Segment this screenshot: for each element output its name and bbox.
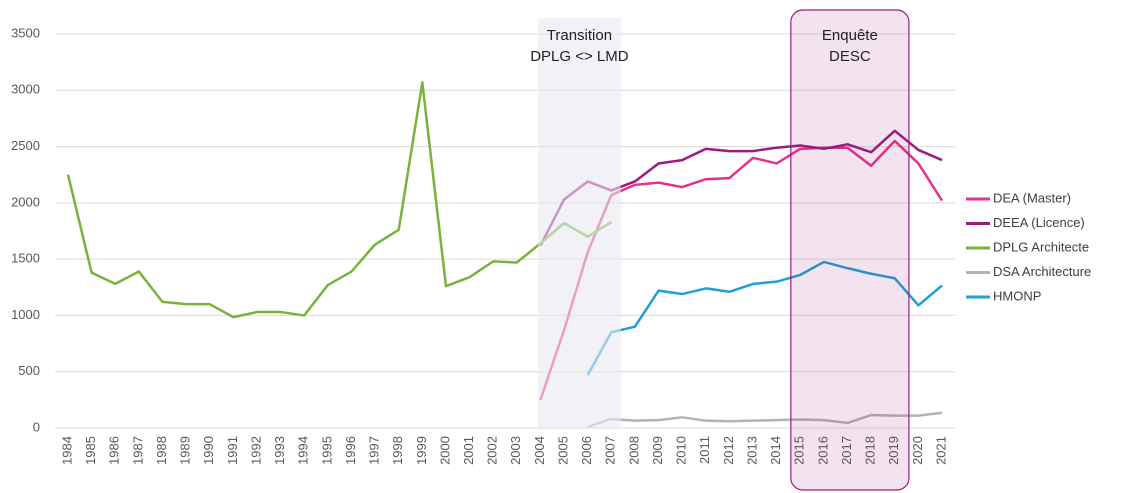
x-tick-label: 2003	[508, 436, 523, 465]
annotation: Enquête DESC	[790, 9, 910, 491]
y-tick-label: 3000	[11, 82, 40, 97]
x-tick-label: 2010	[674, 436, 689, 465]
x-tick-label: 1994	[296, 436, 311, 465]
x-tick-label: 1985	[83, 436, 98, 465]
y-tick-label: 2000	[11, 194, 40, 209]
x-tick-label: 1996	[343, 436, 358, 465]
x-tick-label: 2001	[461, 436, 476, 465]
x-tick-label: 1990	[201, 436, 216, 465]
y-tick-label: 3500	[11, 25, 40, 40]
x-tick-label: 2005	[555, 436, 570, 465]
annotation-band	[538, 18, 621, 428]
x-tick-label: 1984	[59, 436, 74, 465]
x-tick-label: 1993	[272, 436, 287, 465]
annotation-text: Transition	[547, 27, 612, 44]
x-tick-label: 2007	[603, 436, 618, 465]
x-tick-label: 2006	[579, 436, 594, 465]
legend-label: DSA Architecture	[993, 264, 1091, 279]
x-tick-label: 2011	[697, 436, 712, 464]
legend-label: HMONP	[993, 288, 1041, 303]
x-tick-label: 2013	[744, 436, 759, 465]
x-tick-label: 1989	[178, 436, 193, 465]
x-tick-label: 2021	[933, 436, 948, 465]
series-line	[66, 81, 612, 319]
annotation-text: DESC	[829, 48, 871, 65]
x-tick-label: 2015	[792, 436, 807, 465]
x-tick-label: 1998	[390, 436, 405, 465]
y-tick-label: 2500	[11, 138, 40, 153]
x-tick-label: 1986	[107, 436, 122, 465]
legend-label: DPLG Architecte	[993, 239, 1089, 254]
x-tick-label: 2016	[815, 436, 830, 465]
x-tick-label: 1999	[414, 436, 429, 465]
x-tick-label: 2012	[721, 436, 736, 465]
x-tick-label: 2002	[485, 436, 500, 465]
y-tick-label: 1500	[11, 251, 40, 266]
x-tick-label: 1987	[130, 436, 145, 465]
annotation-box	[790, 9, 910, 491]
x-tick-label: 1995	[319, 436, 334, 465]
series-line	[587, 411, 943, 429]
y-tick-label: 500	[18, 363, 40, 378]
x-tick-label: 2014	[768, 436, 783, 465]
y-tick-label: 0	[33, 419, 40, 434]
annotation-text: Enquête	[822, 27, 878, 44]
x-tick-label: 2009	[650, 436, 665, 465]
x-tick-label: 2017	[839, 436, 854, 465]
x-tick-label: 1988	[154, 436, 169, 465]
legend-label: DEA (Master)	[993, 190, 1071, 205]
x-tick-label: 2018	[863, 436, 878, 465]
x-tick-label: 2000	[437, 436, 452, 465]
x-tick-label: 2019	[886, 436, 901, 465]
series-line	[586, 260, 943, 376]
x-tick-label: 1991	[225, 436, 240, 465]
x-tick-label: 2020	[910, 436, 925, 465]
y-tick-label: 1000	[11, 307, 40, 322]
x-tick-label: 1992	[248, 436, 263, 465]
x-tick-label: 2008	[626, 436, 641, 465]
x-tick-label: 2004	[532, 436, 547, 465]
annotation: Transition DPLG <> LMD	[530, 18, 629, 428]
legend-label: DEEA (Licence)	[993, 215, 1085, 230]
annotation-text: DPLG <> LMD	[530, 48, 629, 65]
x-tick-label: 1997	[367, 436, 382, 465]
